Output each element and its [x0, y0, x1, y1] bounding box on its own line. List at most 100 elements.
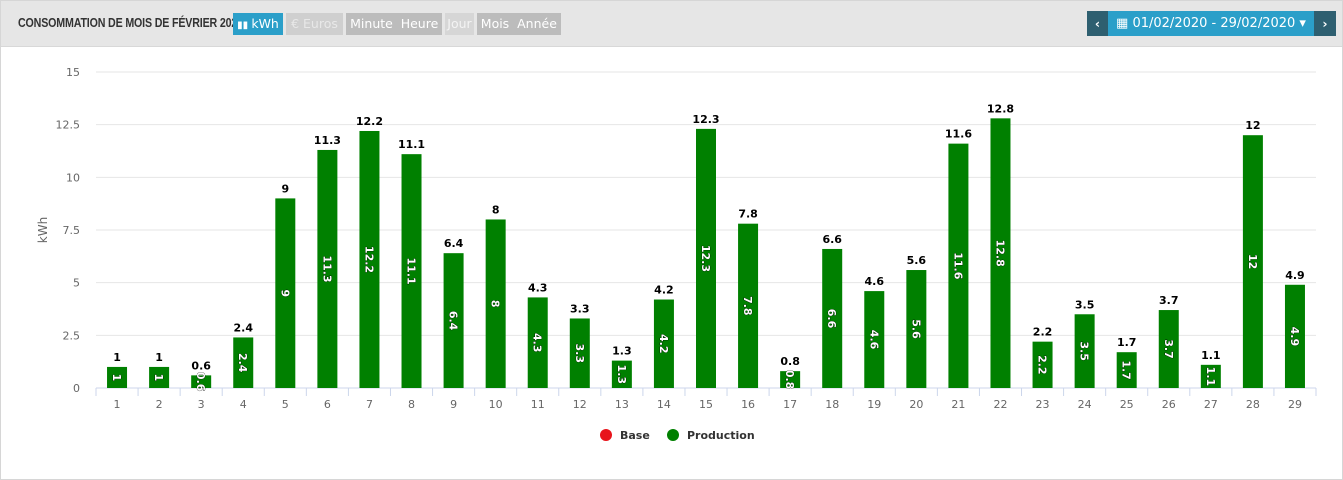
x-tick-label: 8 — [408, 398, 415, 411]
bar — [107, 366, 128, 388]
value-label: 0.8 — [780, 355, 800, 368]
x-tick-label: 11 — [531, 398, 545, 411]
value-label: 4.6 — [865, 275, 885, 288]
inner-value-label: 4.6 — [867, 330, 880, 350]
x-tick-label: 26 — [1162, 398, 1176, 411]
bar — [822, 248, 843, 388]
bar — [696, 128, 716, 388]
bar — [864, 291, 885, 388]
value-label: 4.3 — [528, 281, 548, 294]
inner-value-label: 9 — [278, 289, 291, 297]
x-tick-label: 27 — [1204, 398, 1218, 411]
value-label: 1.3 — [612, 345, 632, 358]
inner-value-label: 6.6 — [825, 309, 838, 329]
legend-label: Base — [620, 429, 650, 442]
next-button[interactable]: › — [1314, 11, 1336, 36]
inner-value-label: 1.7 — [1120, 360, 1133, 380]
toolbar: CONSOMMATION DE MOIS DE FÉVRIER 2020 ▮▮ … — [1, 1, 1342, 47]
bar — [149, 366, 170, 388]
inner-value-label: 12.2 — [362, 246, 375, 273]
label: Euros — [303, 16, 338, 31]
bar — [1158, 310, 1179, 388]
prev-button[interactable]: ‹ — [1087, 11, 1108, 36]
x-tick-label: 14 — [657, 398, 671, 411]
value-label: 4.2 — [654, 284, 674, 297]
value-label: 11.3 — [314, 134, 341, 147]
period-button[interactable]: Année — [513, 13, 561, 35]
x-tick-label: 13 — [615, 398, 629, 411]
value-label: 3.3 — [570, 302, 590, 315]
x-tick-label: 20 — [909, 398, 923, 411]
bar — [275, 198, 296, 388]
bar — [485, 219, 506, 388]
x-tick-label: 5 — [282, 398, 289, 411]
bar — [1200, 364, 1221, 388]
value-label: 11.1 — [398, 138, 425, 151]
x-tick-label: 24 — [1078, 398, 1092, 411]
value-label: 3.7 — [1159, 294, 1179, 307]
inner-value-label: 6.4 — [447, 311, 460, 331]
legend-label: Production — [687, 429, 755, 442]
x-tick-label: 2 — [156, 398, 163, 411]
inner-value-label: 11.3 — [320, 255, 333, 282]
x-tick-label: 21 — [951, 398, 965, 411]
x-tick-label: 16 — [741, 398, 755, 411]
inner-value-label: 11.6 — [951, 252, 964, 279]
value-label: 12.8 — [987, 102, 1014, 115]
period-button[interactable]: Minute — [346, 13, 397, 35]
value-label: 3.5 — [1075, 298, 1095, 311]
inner-value-label: 3.3 — [573, 343, 586, 363]
unit-button[interactable]: € Euros — [286, 13, 343, 35]
y-tick-label: 15 — [66, 66, 80, 79]
inner-value-label: 1 — [152, 374, 165, 382]
value-label: 9 — [281, 182, 289, 195]
x-tick-label: 18 — [825, 398, 839, 411]
bar — [1116, 352, 1137, 388]
period-button[interactable]: Heure — [397, 13, 442, 35]
bar — [1032, 341, 1053, 388]
bar — [653, 299, 674, 388]
value-label: 1 — [155, 351, 163, 364]
bar — [527, 297, 548, 388]
inner-value-label: 11.1 — [405, 258, 418, 285]
y-tick-label: 0 — [73, 382, 80, 395]
bar — [443, 253, 464, 388]
value-label: 4.9 — [1285, 269, 1305, 282]
bar — [1284, 284, 1305, 388]
x-tick-label: 1 — [114, 398, 121, 411]
inner-value-label: 5.6 — [909, 319, 922, 339]
value-label: 1.7 — [1117, 336, 1137, 349]
inner-value-label: 8 — [489, 300, 502, 308]
inner-value-label: 3.7 — [1162, 339, 1175, 359]
unit-button[interactable]: ▮▮ kWh — [233, 13, 283, 35]
inner-value-label: 12.8 — [993, 240, 1006, 267]
x-tick-label: 3 — [198, 398, 205, 411]
x-tick-label: 10 — [489, 398, 503, 411]
value-label: 0.6 — [191, 359, 211, 372]
period-button[interactable]: Jour — [445, 13, 474, 35]
bar — [906, 270, 927, 388]
bar — [233, 337, 254, 388]
inner-value-label: 12 — [1246, 254, 1259, 269]
inner-value-label: 1.1 — [1204, 367, 1217, 387]
inner-value-label: 3.5 — [1078, 341, 1091, 361]
label: 01/02/2020 - 29/02/2020 — [1132, 16, 1296, 31]
inner-value-label: 4.2 — [657, 334, 670, 354]
page-title: CONSOMMATION DE MOIS DE FÉVRIER 2020 — [18, 15, 243, 30]
value-label: 6.4 — [444, 237, 464, 250]
date-range-button[interactable]: ▦ 01/02/2020 - 29/02/2020 ▾ — [1108, 11, 1314, 36]
value-label: 7.8 — [738, 208, 758, 221]
value-label: 12.3 — [692, 113, 719, 126]
inner-value-label: 4.3 — [531, 333, 544, 353]
x-tick-label: 23 — [1036, 398, 1050, 411]
bar — [611, 360, 632, 388]
legend-marker — [600, 429, 612, 441]
period-button[interactable]: Mois — [477, 13, 513, 35]
x-tick-label: 22 — [993, 398, 1007, 411]
y-tick-label: 7.5 — [63, 224, 81, 237]
x-tick-label: 25 — [1120, 398, 1134, 411]
value-label: 2.4 — [233, 321, 253, 334]
x-tick-label: 28 — [1246, 398, 1260, 411]
